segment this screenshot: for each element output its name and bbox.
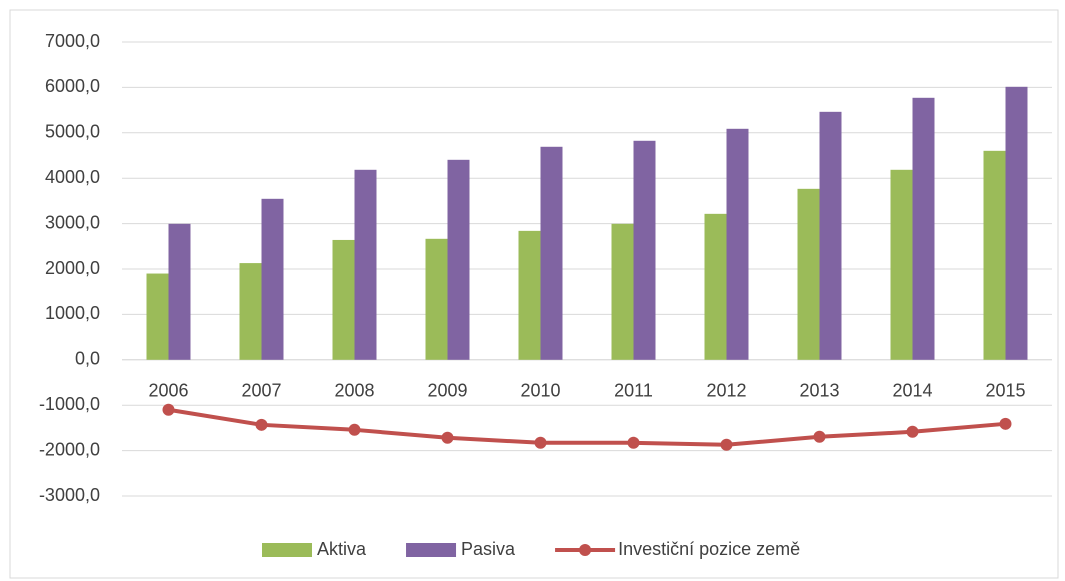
bar: [239, 263, 262, 360]
line-marker: [162, 403, 175, 416]
bar: [611, 223, 634, 360]
legend-label: Aktiva: [317, 539, 367, 559]
x-tick-label: 2013: [799, 381, 839, 401]
legend-marker: [579, 544, 592, 556]
y-tick-label: -3000,0: [39, 485, 100, 505]
y-tick-label: -1000,0: [39, 394, 100, 414]
y-tick-label: -2000,0: [39, 439, 100, 459]
line-marker: [999, 417, 1012, 430]
line: [168, 407, 1006, 447]
bar: [983, 150, 1006, 360]
line-marker: [348, 423, 361, 436]
legend-swatch: [406, 543, 457, 557]
x-tick-label: 2008: [334, 381, 374, 401]
y-tick-label: 5000,0: [45, 122, 100, 142]
y-tick-label: 4000,0: [45, 167, 100, 187]
bar: [425, 238, 448, 360]
bar: [518, 230, 541, 360]
bar: [261, 198, 284, 360]
bar: [332, 239, 355, 360]
bar: [447, 159, 470, 360]
x-tick-label: 2011: [614, 381, 653, 401]
legend-label: Investiční pozice země: [618, 539, 800, 559]
x-tick-label: 2012: [706, 381, 746, 401]
x-tick-label: 2010: [520, 381, 560, 401]
bar: [168, 223, 191, 360]
y-tick-label: 0,0: [75, 349, 100, 369]
y-tick-label: 6000,0: [45, 76, 100, 96]
x-tick-label: 2009: [427, 381, 467, 401]
y-tick-label: 3000,0: [45, 212, 100, 232]
bar: [912, 97, 935, 360]
x-tick-label: 2007: [241, 381, 281, 401]
line-marker: [441, 431, 454, 444]
y-tick-label: 2000,0: [45, 258, 100, 278]
line-marker: [627, 436, 640, 449]
x-tick-label: 2014: [892, 381, 932, 401]
y-tick-label: 1000,0: [45, 303, 100, 323]
x-tick-label: 2015: [985, 381, 1025, 401]
legend-swatch: [262, 543, 312, 557]
line-marker: [255, 418, 268, 431]
bar: [819, 111, 842, 360]
y-tick-label: 7000,0: [45, 31, 100, 51]
line-marker: [534, 436, 547, 449]
bar: [633, 140, 656, 360]
legend-label: Pasiva: [461, 539, 516, 559]
bar: [726, 128, 749, 360]
bar: [890, 169, 913, 360]
bar: [146, 273, 169, 360]
line-marker: [720, 438, 733, 451]
bar: [1005, 86, 1028, 360]
bar: [540, 146, 563, 360]
line-marker: [906, 425, 919, 438]
line-marker: [813, 430, 826, 443]
x-tick-label: 2006: [148, 381, 188, 401]
bar: [704, 213, 727, 360]
bar: [354, 169, 377, 360]
bar: [797, 188, 820, 360]
